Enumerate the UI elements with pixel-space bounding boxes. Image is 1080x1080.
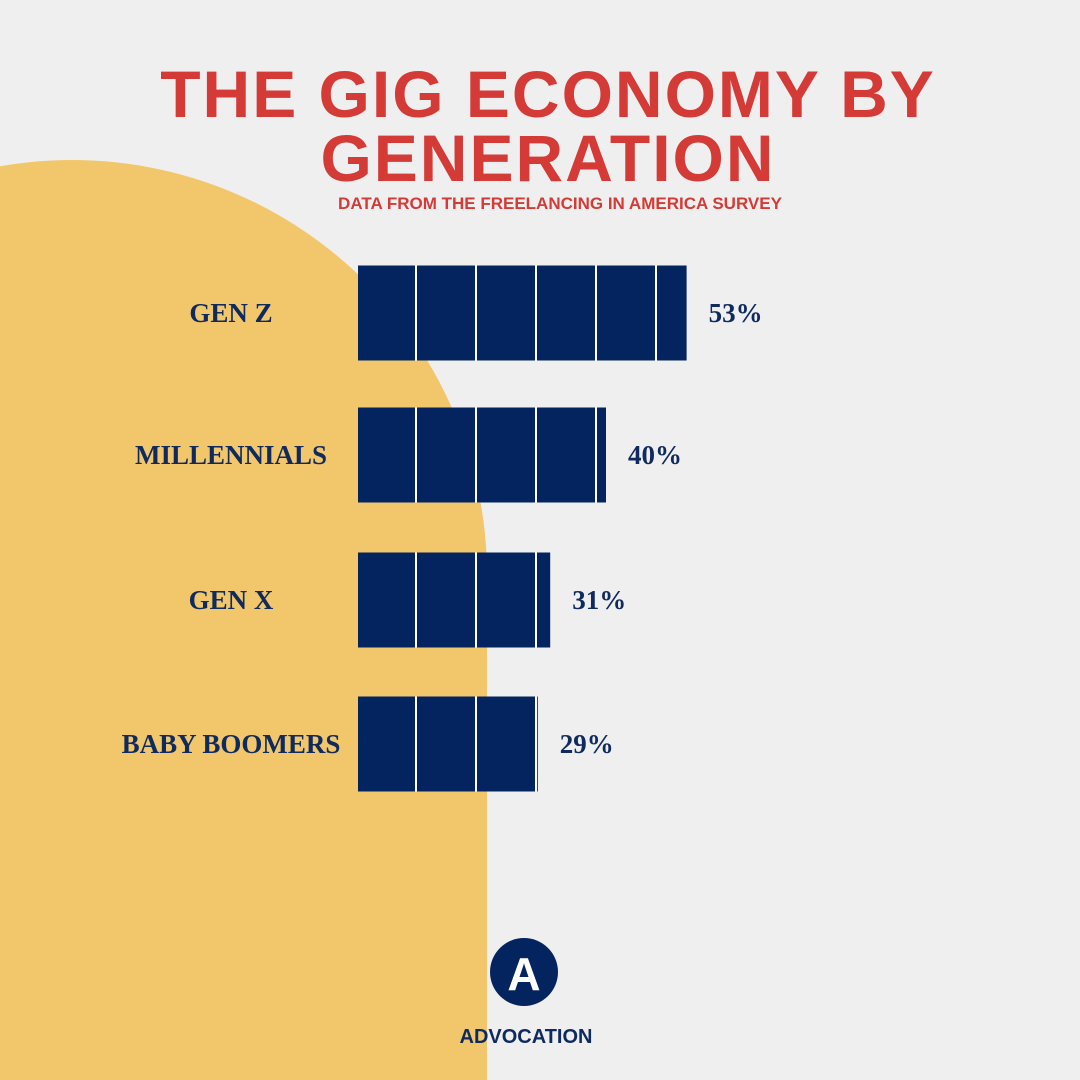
logo: A	[507, 948, 540, 1000]
category-label: BABY BOOMERS	[122, 729, 341, 759]
bar-segments	[358, 265, 687, 361]
category-label: GEN X	[189, 585, 274, 615]
bars: GEN Z 53% MILLENNIALS 40% GEN X 31% BABY BOOME…	[122, 265, 763, 792]
category-label: GEN Z	[189, 298, 272, 328]
value-label: 53%	[709, 298, 763, 328]
chart-title: THE GIG ECONOMY BY GENERATION	[160, 57, 936, 195]
background-shape	[0, 160, 487, 1080]
bar-segments	[358, 552, 551, 648]
logo-badge	[490, 938, 558, 1006]
category-label: MILLENNIALS	[135, 440, 327, 470]
bar-segments	[358, 696, 538, 792]
brand-name: ADVOCATION	[460, 1026, 593, 1048]
chart-subtitle: DATA FROM THE FREELANCING IN AMERICA SUR…	[338, 194, 783, 213]
value-label: 29%	[560, 729, 614, 759]
value-label: 40%	[628, 440, 682, 470]
value-label: 31%	[572, 585, 626, 615]
bar-segments	[358, 407, 606, 503]
